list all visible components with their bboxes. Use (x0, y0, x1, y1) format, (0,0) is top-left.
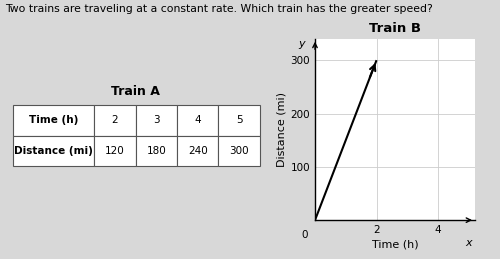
Bar (218, 135, 260, 166)
Text: Train A: Train A (110, 85, 160, 98)
Bar (13, 135, 94, 166)
Bar (94, 105, 136, 135)
Text: Two trains are traveling at a constant rate. Which train has the greater speed?: Two trains are traveling at a constant r… (5, 4, 433, 14)
Text: 180: 180 (146, 146, 166, 156)
Text: 240: 240 (188, 146, 208, 156)
Text: y: y (298, 39, 304, 49)
Text: Distance (mi): Distance (mi) (14, 146, 93, 156)
Bar (177, 135, 218, 166)
Text: 2: 2 (112, 115, 118, 125)
Bar (136, 135, 177, 166)
Text: 0: 0 (301, 230, 308, 240)
Text: 120: 120 (105, 146, 125, 156)
Text: 3: 3 (153, 115, 160, 125)
Text: 5: 5 (236, 115, 242, 125)
Text: Time (h): Time (h) (29, 115, 78, 125)
Y-axis label: Distance (mi): Distance (mi) (276, 92, 286, 167)
Text: 4: 4 (194, 115, 201, 125)
Bar (136, 105, 177, 135)
Bar (13, 105, 94, 135)
Bar (177, 105, 218, 135)
Text: 300: 300 (230, 146, 249, 156)
Bar (94, 135, 136, 166)
Text: x: x (466, 238, 472, 248)
Title: Train B: Train B (369, 22, 421, 35)
X-axis label: Time (h): Time (h) (372, 239, 418, 249)
Bar (218, 105, 260, 135)
